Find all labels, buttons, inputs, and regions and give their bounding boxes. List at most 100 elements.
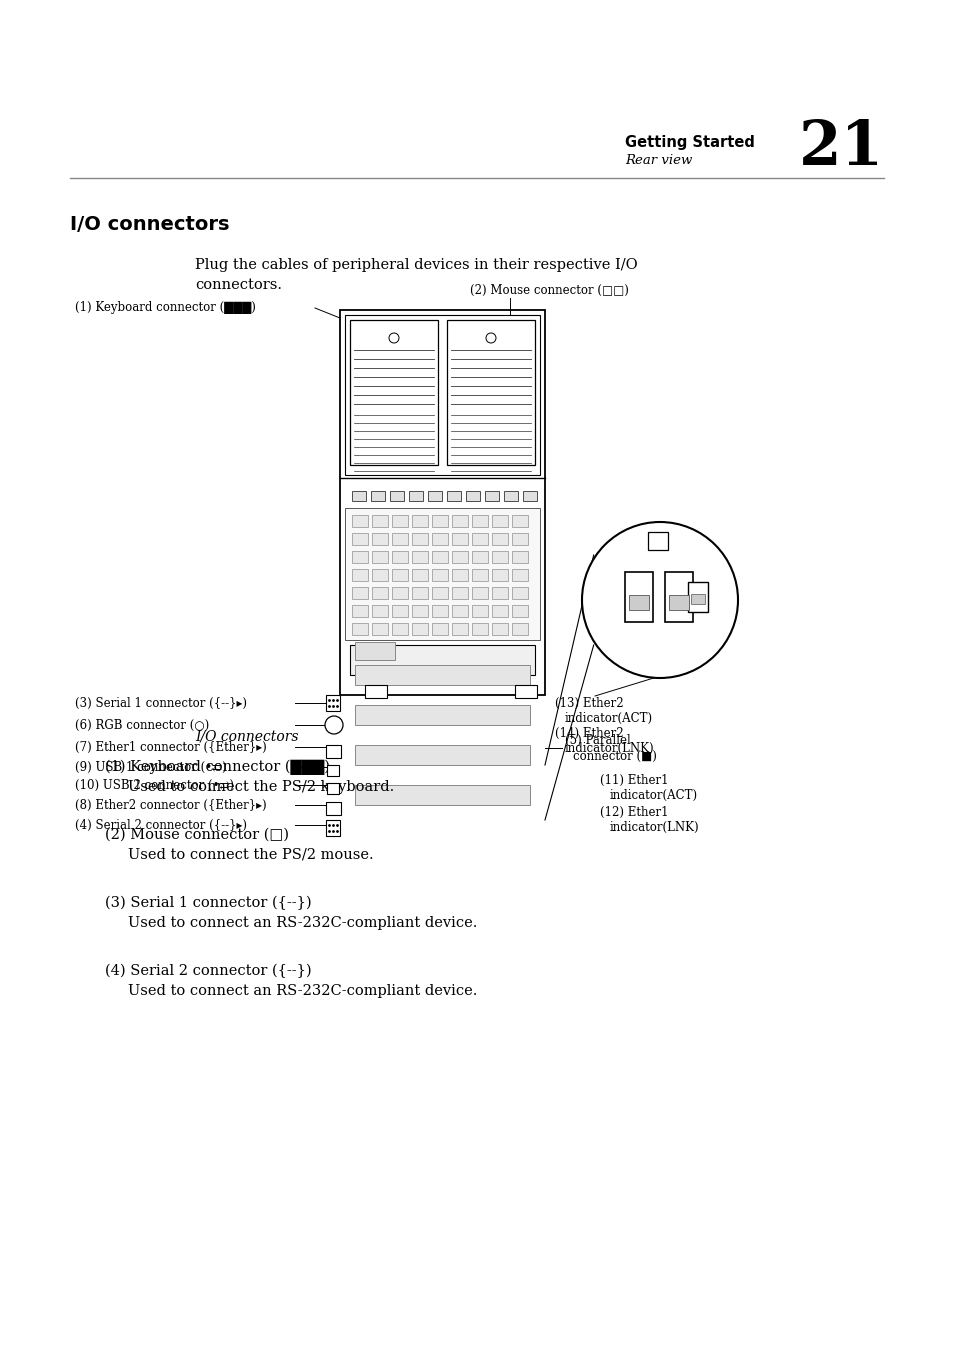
Text: (3) Serial 1 connector ({--}▸): (3) Serial 1 connector ({--}▸) — [75, 697, 247, 709]
Bar — [355, 785, 530, 805]
Circle shape — [581, 521, 738, 678]
Bar — [372, 515, 388, 527]
Bar — [352, 623, 368, 635]
Bar — [472, 534, 488, 544]
Text: indicator(ACT): indicator(ACT) — [609, 789, 698, 801]
Bar — [432, 551, 448, 563]
Bar — [447, 320, 535, 465]
Bar — [355, 642, 395, 661]
Bar — [409, 490, 422, 501]
Bar — [355, 705, 530, 725]
Text: (11) Ether1: (11) Ether1 — [599, 774, 668, 786]
Bar — [447, 490, 460, 501]
Bar — [352, 569, 368, 581]
Text: (9) USB 1 connector (•⇄): (9) USB 1 connector (•⇄) — [75, 761, 227, 774]
Bar — [492, 515, 507, 527]
Text: (7) Ether1 connector ({Ether}▸): (7) Ether1 connector ({Ether}▸) — [75, 740, 267, 754]
Bar — [372, 623, 388, 635]
Text: connectors.: connectors. — [194, 278, 282, 292]
Text: (10) USB 2 connector (•⇄): (10) USB 2 connector (•⇄) — [75, 778, 233, 792]
Bar — [412, 534, 428, 544]
Bar — [350, 320, 437, 465]
Bar — [372, 586, 388, 598]
Bar — [472, 586, 488, 598]
Bar — [452, 551, 468, 563]
Text: (8) Ether2 connector ({Ether}▸): (8) Ether2 connector ({Ether}▸) — [75, 798, 266, 812]
Bar — [371, 490, 385, 501]
Bar — [492, 586, 507, 598]
Bar — [326, 802, 340, 815]
Bar — [352, 534, 368, 544]
Text: 21: 21 — [798, 118, 883, 178]
Text: (2) Mouse connector (□): (2) Mouse connector (□) — [105, 828, 289, 842]
Text: I/O connectors: I/O connectors — [194, 730, 298, 744]
Bar — [355, 744, 530, 765]
Bar — [372, 569, 388, 581]
Text: (6) RGB connector (○): (6) RGB connector (○) — [75, 719, 209, 731]
Bar — [503, 490, 517, 501]
Bar — [412, 586, 428, 598]
Bar — [339, 309, 544, 694]
Bar — [365, 685, 387, 698]
Bar — [392, 534, 408, 544]
Bar — [412, 515, 428, 527]
Bar — [512, 569, 527, 581]
Bar — [512, 586, 527, 598]
Bar — [492, 551, 507, 563]
Bar — [392, 623, 408, 635]
Text: connector (■): connector (■) — [573, 751, 657, 763]
Text: (4) Serial 2 connector ({--}▸): (4) Serial 2 connector ({--}▸) — [75, 819, 247, 831]
Bar — [412, 605, 428, 617]
Text: Getting Started: Getting Started — [624, 135, 754, 150]
Bar — [372, 534, 388, 544]
Text: Used to connect an RS-232C-compliant device.: Used to connect an RS-232C-compliant dev… — [128, 916, 476, 929]
Bar — [352, 551, 368, 563]
Text: (2) Mouse connector (□□): (2) Mouse connector (□□) — [470, 284, 628, 296]
Bar — [492, 623, 507, 635]
Text: (13) Ether2: (13) Ether2 — [555, 697, 623, 709]
Bar — [352, 586, 368, 598]
Text: Plug the cables of peripheral devices in their respective I/O: Plug the cables of peripheral devices in… — [194, 258, 638, 272]
Bar — [452, 569, 468, 581]
Bar — [432, 569, 448, 581]
Text: Used to connect the PS/2 mouse.: Used to connect the PS/2 mouse. — [128, 848, 374, 862]
Bar — [432, 586, 448, 598]
Bar — [512, 534, 527, 544]
Bar — [512, 623, 527, 635]
Text: (5) Parallel: (5) Parallel — [564, 734, 630, 747]
Bar — [350, 644, 535, 676]
Circle shape — [485, 332, 496, 343]
Bar — [472, 623, 488, 635]
Bar — [327, 765, 338, 775]
Bar — [392, 605, 408, 617]
Bar — [472, 605, 488, 617]
Bar — [492, 605, 507, 617]
Bar — [432, 623, 448, 635]
Bar — [664, 571, 692, 621]
Text: indicator(ACT): indicator(ACT) — [564, 712, 653, 724]
Text: indicator(LNK): indicator(LNK) — [564, 742, 654, 754]
Bar — [512, 515, 527, 527]
Circle shape — [389, 332, 398, 343]
Text: Used to connect an RS-232C-compliant device.: Used to connect an RS-232C-compliant dev… — [128, 984, 476, 998]
Bar — [432, 605, 448, 617]
Bar — [372, 605, 388, 617]
Text: (1) Keyboard connector (███): (1) Keyboard connector (███) — [105, 761, 330, 775]
Bar — [345, 315, 539, 476]
Bar — [492, 534, 507, 544]
Bar — [628, 594, 648, 611]
Bar — [465, 490, 479, 501]
Bar — [472, 569, 488, 581]
Bar — [326, 820, 339, 836]
Bar — [428, 490, 441, 501]
Bar — [452, 623, 468, 635]
Bar — [392, 515, 408, 527]
Bar — [515, 685, 537, 698]
Bar — [452, 586, 468, 598]
Bar — [522, 490, 537, 501]
Bar — [484, 490, 498, 501]
Bar — [392, 586, 408, 598]
Bar — [412, 569, 428, 581]
Text: (3) Serial 1 connector ({--}): (3) Serial 1 connector ({--}) — [105, 896, 312, 911]
Bar — [372, 551, 388, 563]
